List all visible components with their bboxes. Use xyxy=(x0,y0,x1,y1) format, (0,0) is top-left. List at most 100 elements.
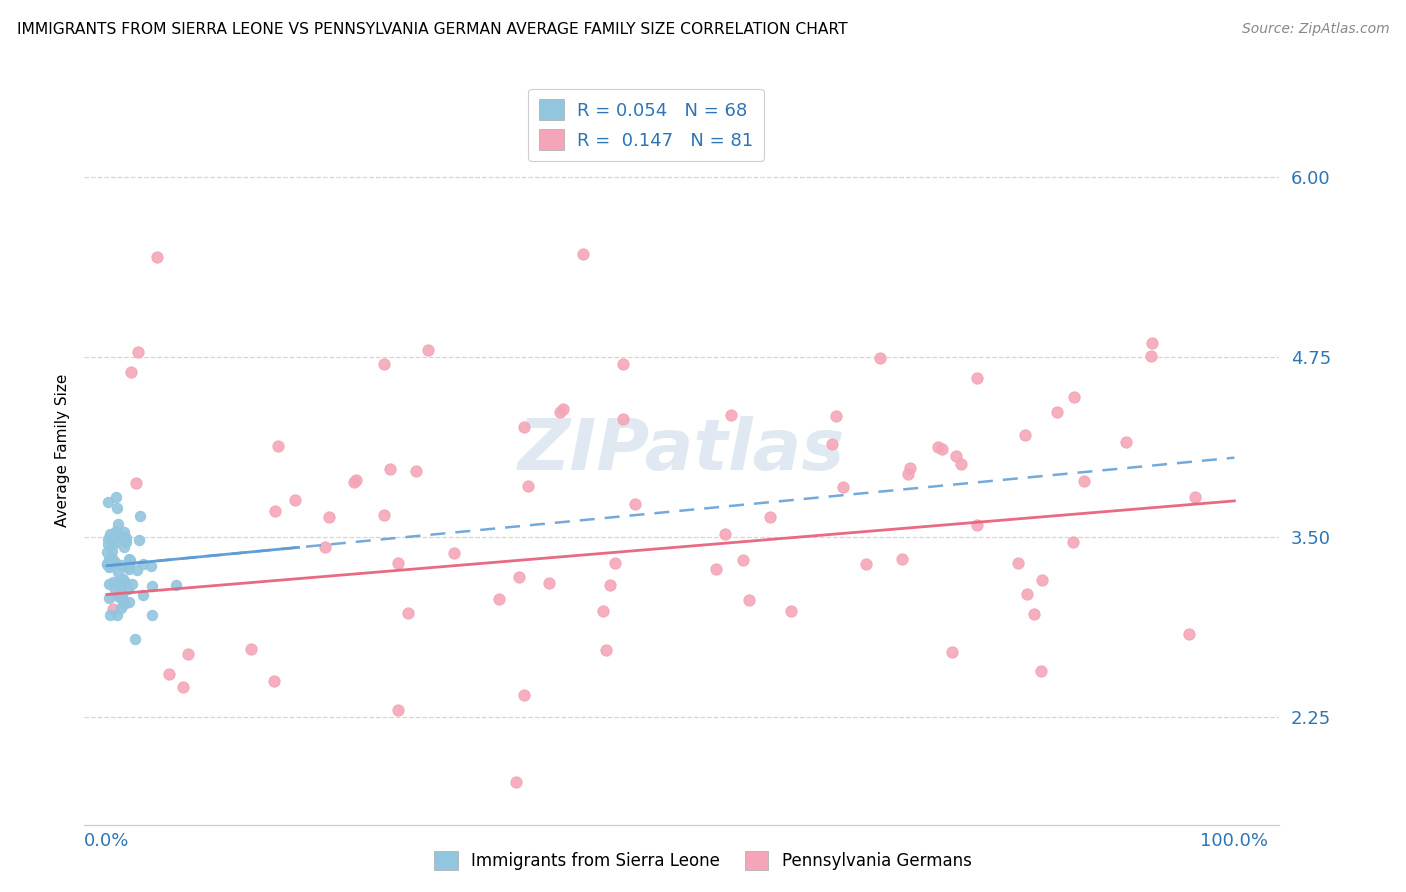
Point xyxy=(1031,573,1053,587)
Point xyxy=(98,608,121,623)
Point xyxy=(165,578,187,592)
Point xyxy=(1014,428,1036,442)
Point xyxy=(172,681,194,695)
Point xyxy=(125,475,148,490)
Point xyxy=(118,551,141,566)
Point xyxy=(110,580,132,594)
Text: ZIPatlas: ZIPatlas xyxy=(519,416,845,485)
Point xyxy=(513,419,536,434)
Point xyxy=(941,645,963,659)
Point xyxy=(104,536,127,550)
Point xyxy=(405,464,427,478)
Point xyxy=(128,508,150,523)
Point xyxy=(112,540,135,554)
Point xyxy=(897,467,920,482)
Point xyxy=(821,437,844,451)
Point xyxy=(373,357,395,371)
Point xyxy=(1073,474,1095,488)
Point xyxy=(612,357,634,371)
Point xyxy=(267,439,290,453)
Point xyxy=(1142,335,1164,350)
Point xyxy=(343,475,366,490)
Point xyxy=(927,440,949,454)
Point xyxy=(107,529,129,543)
Point xyxy=(96,557,118,571)
Point xyxy=(110,601,132,615)
Point xyxy=(966,518,988,533)
Point xyxy=(855,557,877,571)
Point xyxy=(100,532,122,546)
Point xyxy=(118,559,141,574)
Point xyxy=(139,559,162,574)
Point xyxy=(127,563,149,577)
Point xyxy=(114,534,136,549)
Point xyxy=(1029,664,1052,678)
Point xyxy=(1178,627,1201,641)
Point xyxy=(284,493,307,508)
Point xyxy=(112,598,135,612)
Point xyxy=(97,591,120,606)
Point xyxy=(966,371,988,385)
Point xyxy=(114,574,136,589)
Point xyxy=(1184,490,1206,504)
Point xyxy=(1046,405,1069,419)
Point xyxy=(263,674,285,689)
Point xyxy=(551,402,574,417)
Point xyxy=(141,579,163,593)
Point xyxy=(595,643,617,657)
Point xyxy=(264,504,287,518)
Point xyxy=(104,555,127,569)
Point xyxy=(103,527,125,541)
Y-axis label: Average Family Size: Average Family Size xyxy=(55,374,70,527)
Text: IMMIGRANTS FROM SIERRA LEONE VS PENNSYLVANIA GERMAN AVERAGE FAMILY SIZE CORRELAT: IMMIGRANTS FROM SIERRA LEONE VS PENNSYLV… xyxy=(17,22,848,37)
Point xyxy=(105,500,128,515)
Point xyxy=(387,556,409,570)
Point xyxy=(1017,587,1039,601)
Point xyxy=(118,553,141,567)
Point xyxy=(98,559,121,574)
Point xyxy=(107,516,129,531)
Point xyxy=(120,365,142,379)
Point xyxy=(508,570,530,584)
Point xyxy=(97,495,120,509)
Point xyxy=(104,527,127,541)
Point xyxy=(111,572,134,586)
Point xyxy=(758,510,780,524)
Point xyxy=(1062,535,1084,549)
Point xyxy=(105,490,128,504)
Point xyxy=(97,537,120,551)
Point xyxy=(387,702,409,716)
Point xyxy=(240,641,263,656)
Point xyxy=(132,557,155,571)
Point xyxy=(890,552,912,566)
Point xyxy=(612,411,634,425)
Point xyxy=(114,530,136,544)
Point xyxy=(505,775,527,789)
Point xyxy=(1063,390,1085,404)
Point xyxy=(945,449,967,463)
Point xyxy=(537,576,560,591)
Point xyxy=(97,532,120,546)
Point xyxy=(105,608,128,623)
Point xyxy=(108,588,131,602)
Point xyxy=(145,250,167,264)
Point xyxy=(127,344,149,359)
Point xyxy=(949,457,972,471)
Point xyxy=(100,533,122,548)
Point xyxy=(112,524,135,539)
Point xyxy=(1022,607,1045,621)
Point xyxy=(112,596,135,610)
Point xyxy=(101,537,124,551)
Point xyxy=(141,607,163,622)
Legend: R = 0.054   N = 68, R =  0.147   N = 81: R = 0.054 N = 68, R = 0.147 N = 81 xyxy=(529,88,763,161)
Point xyxy=(548,405,571,419)
Point xyxy=(373,508,395,522)
Point xyxy=(396,607,419,621)
Point xyxy=(115,559,138,574)
Point xyxy=(111,588,134,602)
Point xyxy=(738,592,761,607)
Point xyxy=(105,526,128,541)
Legend: Immigrants from Sierra Leone, Pennsylvania Germans: Immigrants from Sierra Leone, Pennsylvan… xyxy=(427,844,979,877)
Point xyxy=(318,510,340,524)
Point xyxy=(177,647,200,661)
